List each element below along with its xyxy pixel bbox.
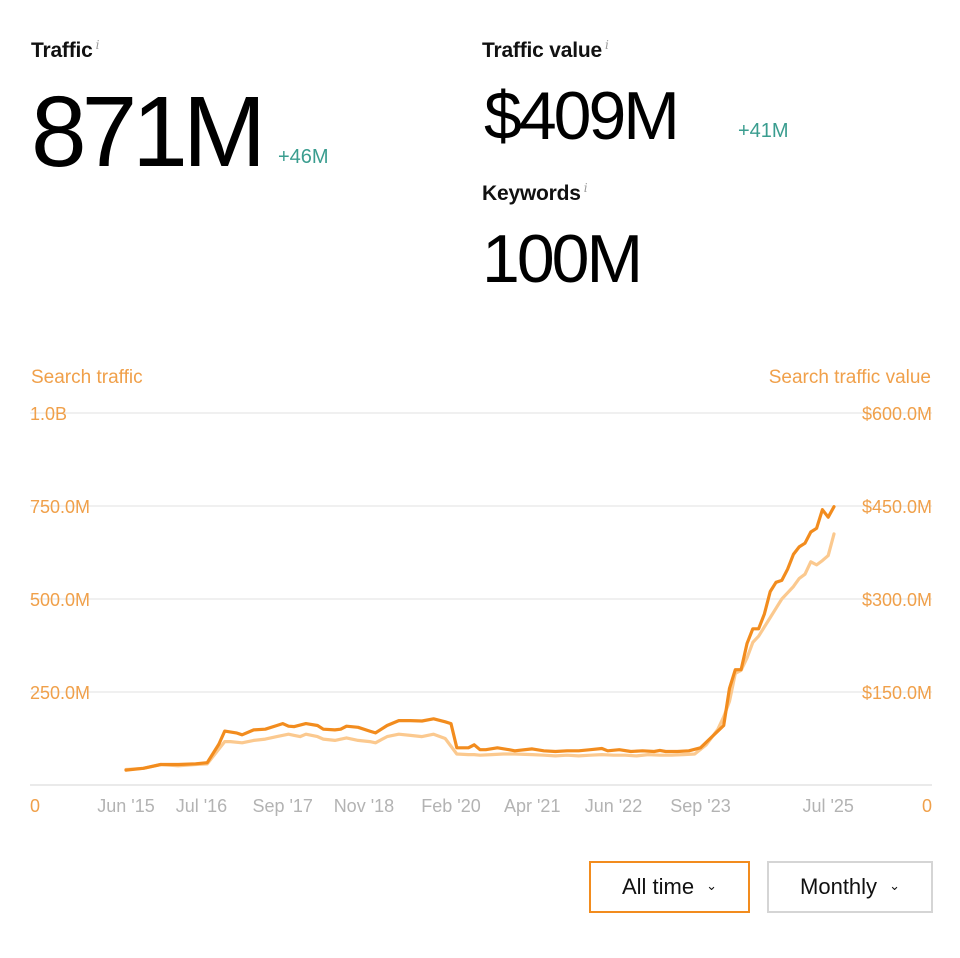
x-tick-label: Sep '23 (670, 796, 731, 816)
x-tick-label: Sep '17 (252, 796, 313, 816)
tick-labels: 0 0 250.0M $150.0M 500.0M $300.0M 750.0M $450.0… (30, 404, 932, 816)
right-tick-label: $450.0M (862, 497, 932, 517)
left-tick-label: 1.0B (30, 404, 67, 424)
info-icon[interactable]: i (604, 38, 609, 52)
time-range-dropdown[interactable]: All time ⌄ (589, 861, 750, 913)
traffic-value-label-text: Traffic value (482, 39, 602, 62)
x-tick-label: Jun '22 (585, 796, 642, 816)
x-tick-label: Jun '15 (97, 796, 154, 816)
keywords-label-text: Keywords (482, 182, 581, 205)
traffic-label: Traffic i (31, 38, 99, 63)
granularity-dropdown[interactable]: Monthly ⌄ (767, 861, 933, 913)
series-line-traffic-value (124, 532, 836, 772)
chevron-down-icon: ⌄ (706, 878, 718, 893)
x-tick-label: Apr '21 (504, 796, 560, 816)
time-range-label: All time (621, 874, 695, 899)
right-axis-title: Search traffic value (768, 367, 931, 388)
keywords-value: 100M (482, 221, 643, 297)
info-icon[interactable]: i (583, 181, 588, 195)
x-tick-label: Jul '16 (176, 796, 227, 816)
traffic-value-delta: +41M (738, 120, 789, 142)
right-tick-label: 0 (922, 796, 932, 816)
left-tick-label: 0 (30, 796, 40, 816)
right-tick-label: $300.0M (862, 590, 932, 610)
traffic-chart: 0 0 250.0M $150.0M 500.0M $300.0M 750.0M $450.0… (30, 404, 932, 816)
right-tick-label: $600.0M (862, 404, 932, 424)
series-lines (124, 505, 836, 772)
traffic-value-amount: $409M (484, 78, 680, 154)
left-axis-title: Search traffic (31, 367, 143, 388)
left-tick-label: 500.0M (30, 590, 90, 610)
x-tick-label: Jul '25 (802, 796, 853, 816)
granularity-label: Monthly (800, 874, 878, 899)
chevron-down-icon: ⌄ (889, 878, 900, 893)
traffic-value: 871M (31, 76, 266, 188)
traffic-label-text: Traffic (31, 39, 93, 62)
keywords-label: Keywords i (482, 181, 588, 206)
x-tick-label: Feb '20 (421, 796, 480, 816)
x-tick-label: Nov '18 (334, 796, 394, 816)
left-tick-label: 750.0M (30, 497, 90, 517)
traffic-delta: +46M (278, 146, 329, 168)
series-line-traffic (124, 505, 836, 772)
info-icon[interactable]: i (95, 38, 100, 52)
traffic-value-label: Traffic value i (482, 38, 609, 63)
left-tick-label: 250.0M (30, 683, 90, 703)
right-tick-label: $150.0M (862, 683, 932, 703)
grid-lines (30, 412, 932, 786)
